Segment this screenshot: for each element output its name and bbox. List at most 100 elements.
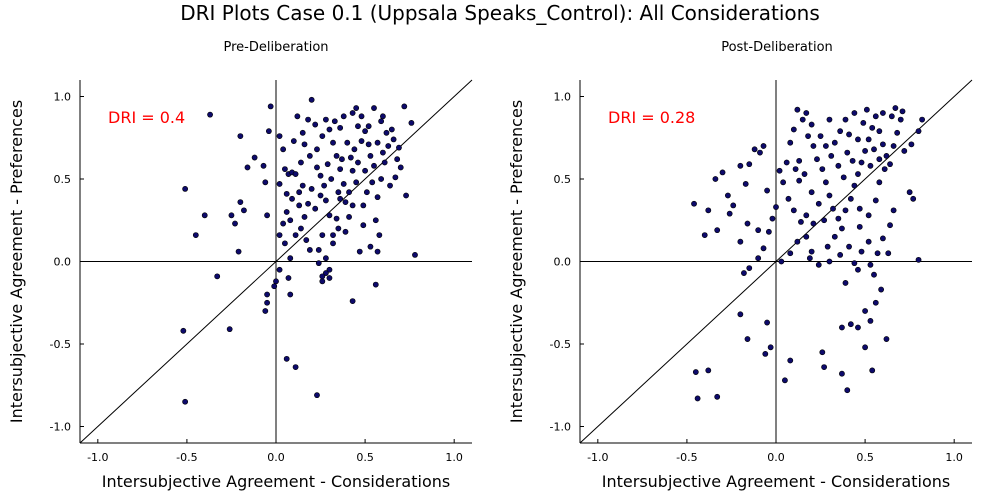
data-point xyxy=(351,146,358,153)
data-point xyxy=(719,169,726,176)
data-point xyxy=(714,393,721,400)
data-point xyxy=(262,308,269,314)
data-point xyxy=(760,245,767,252)
data-point xyxy=(714,227,721,234)
data-point xyxy=(381,159,388,166)
data-point xyxy=(287,255,294,262)
data-point xyxy=(201,212,208,219)
data-point xyxy=(892,105,899,111)
data-point xyxy=(694,395,701,402)
data-point xyxy=(292,171,299,177)
y-tick-label: 0.0 xyxy=(554,256,572,269)
data-point xyxy=(324,161,331,168)
data-point xyxy=(901,148,908,154)
data-point xyxy=(394,156,401,163)
data-point xyxy=(906,189,913,196)
data-point xyxy=(403,192,409,199)
data-point xyxy=(326,266,333,273)
data-point xyxy=(744,220,751,227)
data-point xyxy=(805,133,811,139)
data-point xyxy=(367,243,374,250)
y-tick-label: 0.5 xyxy=(554,173,572,186)
data-point xyxy=(867,162,874,169)
data-point xyxy=(294,113,301,120)
data-point xyxy=(319,232,326,238)
data-point xyxy=(328,176,335,182)
data-point xyxy=(796,177,803,184)
data-point xyxy=(863,106,870,113)
data-point xyxy=(741,270,747,276)
data-point xyxy=(397,164,404,171)
data-point xyxy=(815,200,822,207)
data-point xyxy=(796,157,803,164)
data-point xyxy=(319,278,326,285)
data-point xyxy=(790,126,797,133)
data-point xyxy=(871,146,877,153)
data-point xyxy=(915,128,922,135)
panel-title-pre: Pre-Deliberation xyxy=(223,40,329,55)
data-point xyxy=(855,171,861,177)
data-point xyxy=(276,266,283,273)
data-point xyxy=(803,110,810,116)
data-point xyxy=(344,139,351,146)
data-point xyxy=(308,185,315,192)
data-point xyxy=(346,214,352,220)
data-point xyxy=(287,291,294,298)
data-point xyxy=(888,113,895,120)
data-point xyxy=(847,195,854,202)
data-point xyxy=(374,139,381,146)
data-point xyxy=(319,133,326,139)
data-point xyxy=(887,222,893,229)
data-point xyxy=(322,255,329,262)
data-point xyxy=(691,200,697,207)
data-point xyxy=(244,164,251,171)
y-axis-label: Intersubjective Agreement - Preferences xyxy=(507,100,526,423)
data-point xyxy=(851,110,858,116)
data-point xyxy=(192,232,199,238)
data-point xyxy=(819,349,826,356)
data-point xyxy=(810,220,817,227)
data-point xyxy=(883,152,890,159)
x-axis-label: Intersubjective Agreement - Consideratio… xyxy=(602,472,950,491)
data-point xyxy=(890,207,897,214)
data-point xyxy=(855,136,861,143)
data-point xyxy=(839,324,845,331)
data-point xyxy=(264,299,270,306)
data-point xyxy=(342,199,349,205)
data-point xyxy=(299,129,306,136)
data-point xyxy=(851,182,858,189)
data-point xyxy=(330,232,336,238)
data-point xyxy=(273,278,279,285)
data-point xyxy=(840,174,847,181)
data-point xyxy=(315,247,322,253)
data-point xyxy=(306,247,313,253)
data-point xyxy=(865,212,872,219)
data-point xyxy=(794,106,801,113)
data-point xyxy=(862,344,868,351)
data-point xyxy=(322,270,329,276)
data-point xyxy=(837,251,844,258)
data-point xyxy=(837,128,844,135)
data-point xyxy=(773,204,779,210)
data-point xyxy=(314,392,320,399)
data-point xyxy=(865,238,872,245)
data-point xyxy=(842,116,849,123)
data-point xyxy=(726,210,733,217)
data-point xyxy=(283,190,290,197)
data-point xyxy=(826,116,833,123)
data-point xyxy=(737,238,744,245)
data-point xyxy=(305,116,311,123)
data-point xyxy=(831,233,838,240)
data-point xyxy=(851,260,858,267)
diagonal-reference-line xyxy=(579,79,973,444)
data-point xyxy=(339,156,345,163)
data-point xyxy=(919,116,926,123)
data-point xyxy=(331,118,338,125)
data-point xyxy=(365,123,372,130)
data-point xyxy=(778,258,785,265)
data-point xyxy=(862,148,868,154)
data-point xyxy=(787,250,794,257)
data-point xyxy=(260,162,267,169)
data-point xyxy=(367,152,374,159)
data-point xyxy=(855,266,861,273)
